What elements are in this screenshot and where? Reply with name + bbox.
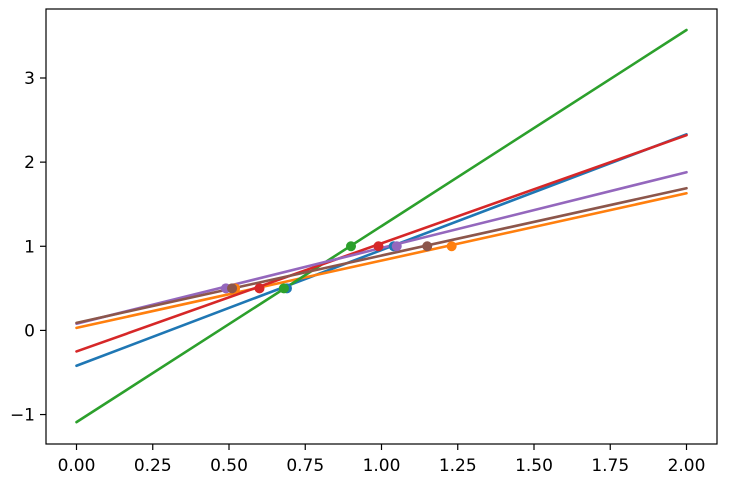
series-point-3-2 [346, 241, 356, 252]
x-tick-label: 0.00 [58, 456, 96, 476]
x-tick-label: 2.00 [668, 456, 706, 476]
series-point-4-1 [254, 283, 265, 294]
y-tick-label: 1 [24, 237, 35, 257]
x-tick-label: 1.00 [363, 456, 401, 476]
series-point-6-1 [227, 283, 238, 294]
x-tick-label: 1.75 [591, 456, 629, 476]
y-tick-label: −1 [10, 406, 35, 426]
series-line-6 [75, 186, 688, 325]
x-tick-label: 0.50 [210, 456, 248, 476]
axes: 0.00 0.25 0.50 0.75 1.00 1.25 1.50 1.75 2.00 −1 0 1… [10, 8, 718, 476]
series-point-3-1 [278, 283, 289, 294]
series-point-4-2 [373, 241, 384, 252]
series-point-2-2 [446, 241, 457, 252]
x-tick-label: 1.50 [515, 456, 553, 476]
x-tick-label: 0.25 [134, 456, 172, 476]
y-tick-label: 3 [24, 69, 35, 89]
series-line-2 [75, 191, 688, 330]
x-tick-label: 0.75 [286, 456, 324, 476]
plot-area [75, 28, 688, 424]
x-tick-label: 1.25 [439, 456, 477, 476]
series-point-5-2 [391, 241, 402, 252]
y-tick-label: 0 [24, 321, 35, 341]
series-point-6-2 [422, 241, 433, 252]
series-line-3 [75, 28, 688, 424]
y-tick-label: 2 [24, 153, 35, 173]
